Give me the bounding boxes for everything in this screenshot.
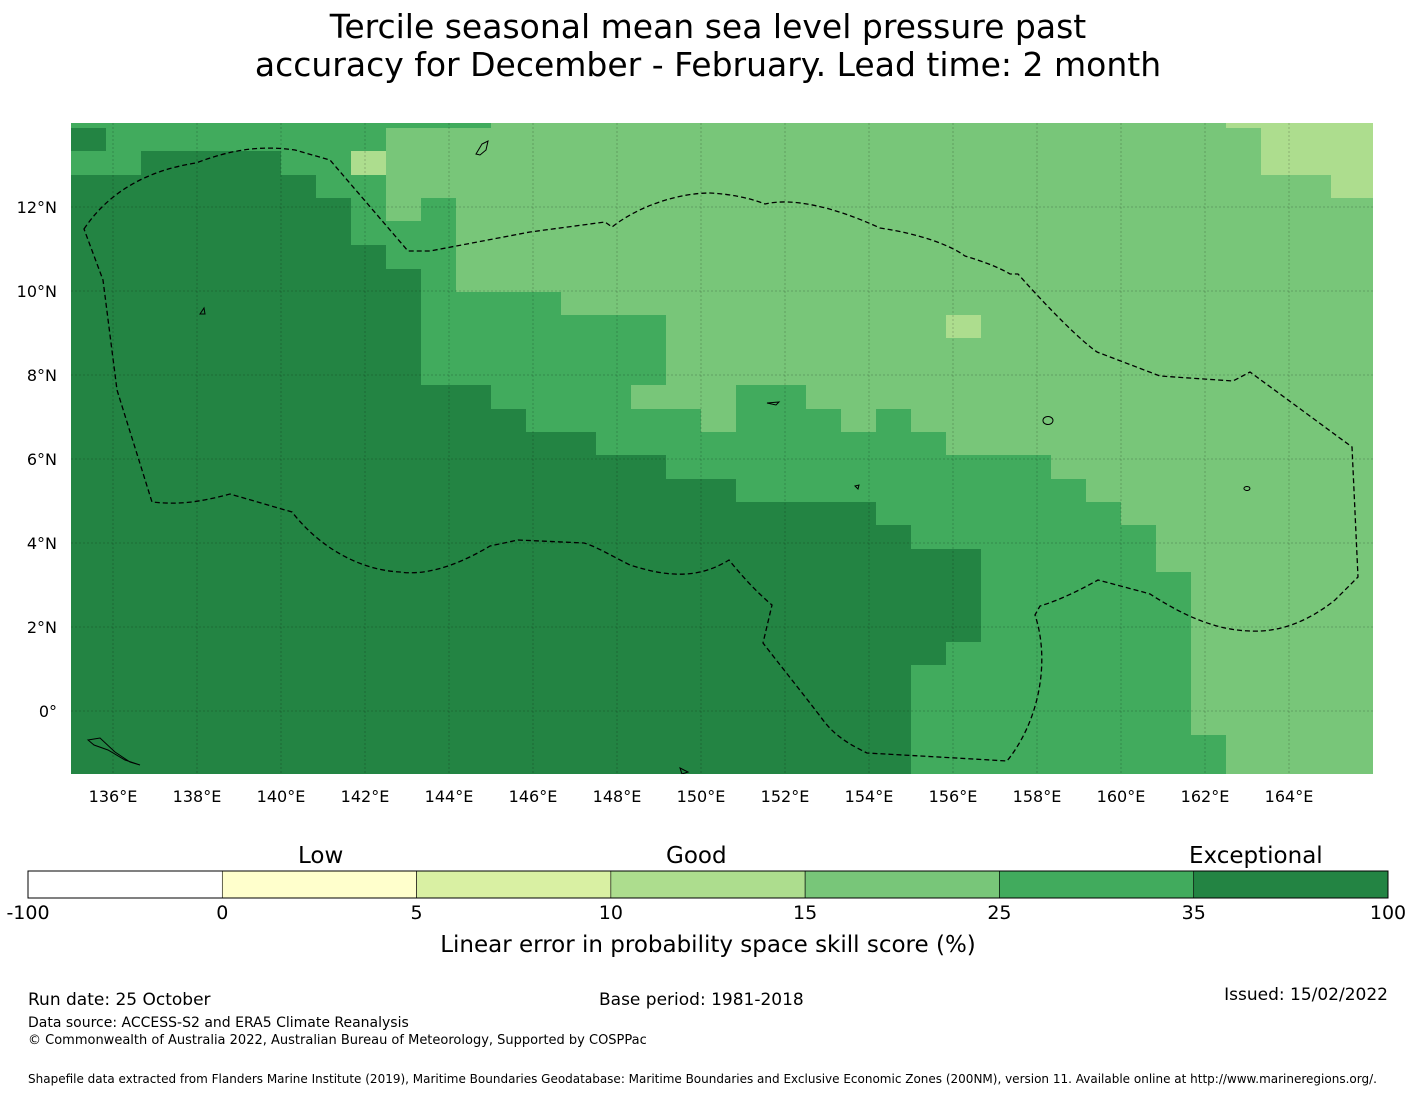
- data-source: Data source: ACCESS-S2 and ERA5 Climate …: [28, 1015, 409, 1031]
- longitude-tick-label: 156°E: [929, 787, 978, 806]
- colorbar-segment: [416, 870, 612, 899]
- longitude-tick-label: 152°E: [761, 787, 810, 806]
- skill-region-35-100: [71, 151, 981, 774]
- base-period: Base period: 1981-2018: [599, 990, 804, 1010]
- map-title: Tercile seasonal mean sea level pressure…: [0, 8, 1416, 84]
- colorbar-tick-label: 25: [987, 902, 1012, 924]
- latitude-tick-label: 12°N: [17, 198, 57, 217]
- longitude-tick-label: 162°E: [1181, 787, 1230, 806]
- colorbar-segment: [804, 870, 1000, 899]
- colorbar-heading-low: Low: [298, 843, 344, 869]
- skill-region-15-25: [631, 385, 666, 409]
- graticule: [71, 123, 1373, 774]
- colorbar: [27, 870, 1389, 899]
- longitude-tick-label: 154°E: [845, 787, 894, 806]
- colorbar-heading-good: Good: [666, 843, 727, 869]
- longitude-tick-label: 146°E: [509, 787, 558, 806]
- colorbar-tick-label: 35: [1181, 902, 1206, 924]
- longitude-tick-label: 150°E: [677, 787, 726, 806]
- colorbar-tick-label: -100: [6, 902, 50, 924]
- skill-map: 136°E 138°E 140°E 142°E 144°E 146°E 148°E 150°E…: [17, 123, 1373, 806]
- longitude-tick-label: 158°E: [1013, 787, 1062, 806]
- longitude-labels: 136°E 138°E 140°E 142°E 144°E 146°E 148°E 150°E…: [89, 787, 1314, 806]
- colorbar-tick-label: 10: [598, 902, 623, 924]
- title-line-2: accuracy for December - February. Lead t…: [254, 45, 1162, 84]
- colorbar-frame: [27, 870, 1389, 899]
- colorbar-segment: [27, 870, 223, 899]
- latitude-tick-label: 0°: [39, 702, 57, 721]
- title-line-1: Tercile seasonal mean sea level pressure…: [329, 7, 1087, 46]
- skill-region-10-15: [351, 151, 386, 175]
- latitude-tick-label: 6°N: [27, 450, 57, 469]
- skill-cell-10-15: [946, 315, 981, 338]
- eez-boundary-palau: [83, 147, 1359, 762]
- colorbar-segment: [999, 870, 1195, 899]
- longitude-tick-label: 136°E: [89, 787, 138, 806]
- skill-region-10-15: [1226, 123, 1373, 198]
- colorbar-tick-label: 100: [1369, 902, 1407, 924]
- latitude-tick-label: 10°N: [17, 282, 57, 301]
- run-date: Run date: 25 October: [28, 990, 211, 1010]
- colorbar-tick-label: 15: [793, 902, 818, 924]
- longitude-tick-label: 160°E: [1097, 787, 1146, 806]
- latitude-tick-label: 2°N: [27, 618, 57, 637]
- skill-cell-35-100: [71, 128, 106, 151]
- latitude-tick-label: 4°N: [27, 534, 57, 553]
- skill-region-15-25: [841, 409, 876, 432]
- copyright: © Commonwealth of Australia 2022, Austra…: [28, 1033, 647, 1048]
- colorbar-heading-exceptional: Exceptional: [1189, 843, 1323, 869]
- longitude-tick-label: 140°E: [257, 787, 306, 806]
- longitude-tick-label: 148°E: [593, 787, 642, 806]
- issued-date: Issued: 15/02/2022: [1224, 985, 1388, 1005]
- colorbar-segment: [221, 870, 417, 899]
- skill-region-15-25: [351, 123, 1226, 292]
- longitude-tick-label: 144°E: [425, 787, 474, 806]
- colorbar-label: Linear error in probability space skill …: [440, 932, 976, 958]
- longitude-tick-label: 164°E: [1265, 787, 1314, 806]
- island-outlines: [86, 140, 1251, 774]
- colorbar-tick-label: 0: [216, 902, 229, 924]
- longitude-tick-label: 142°E: [341, 787, 390, 806]
- shapefile-credit: Shapefile data extracted from Flanders M…: [28, 1072, 1377, 1086]
- colorbar-segment: [1193, 870, 1389, 899]
- latitude-tick-label: 8°N: [27, 366, 57, 385]
- longitude-tick-label: 138°E: [173, 787, 222, 806]
- colorbar-segment: [610, 870, 806, 899]
- colorbar-tick-label: 5: [410, 902, 423, 924]
- latitude-labels: 12°N 10°N 8°N 6°N 4°N 2°N 0°: [17, 198, 57, 721]
